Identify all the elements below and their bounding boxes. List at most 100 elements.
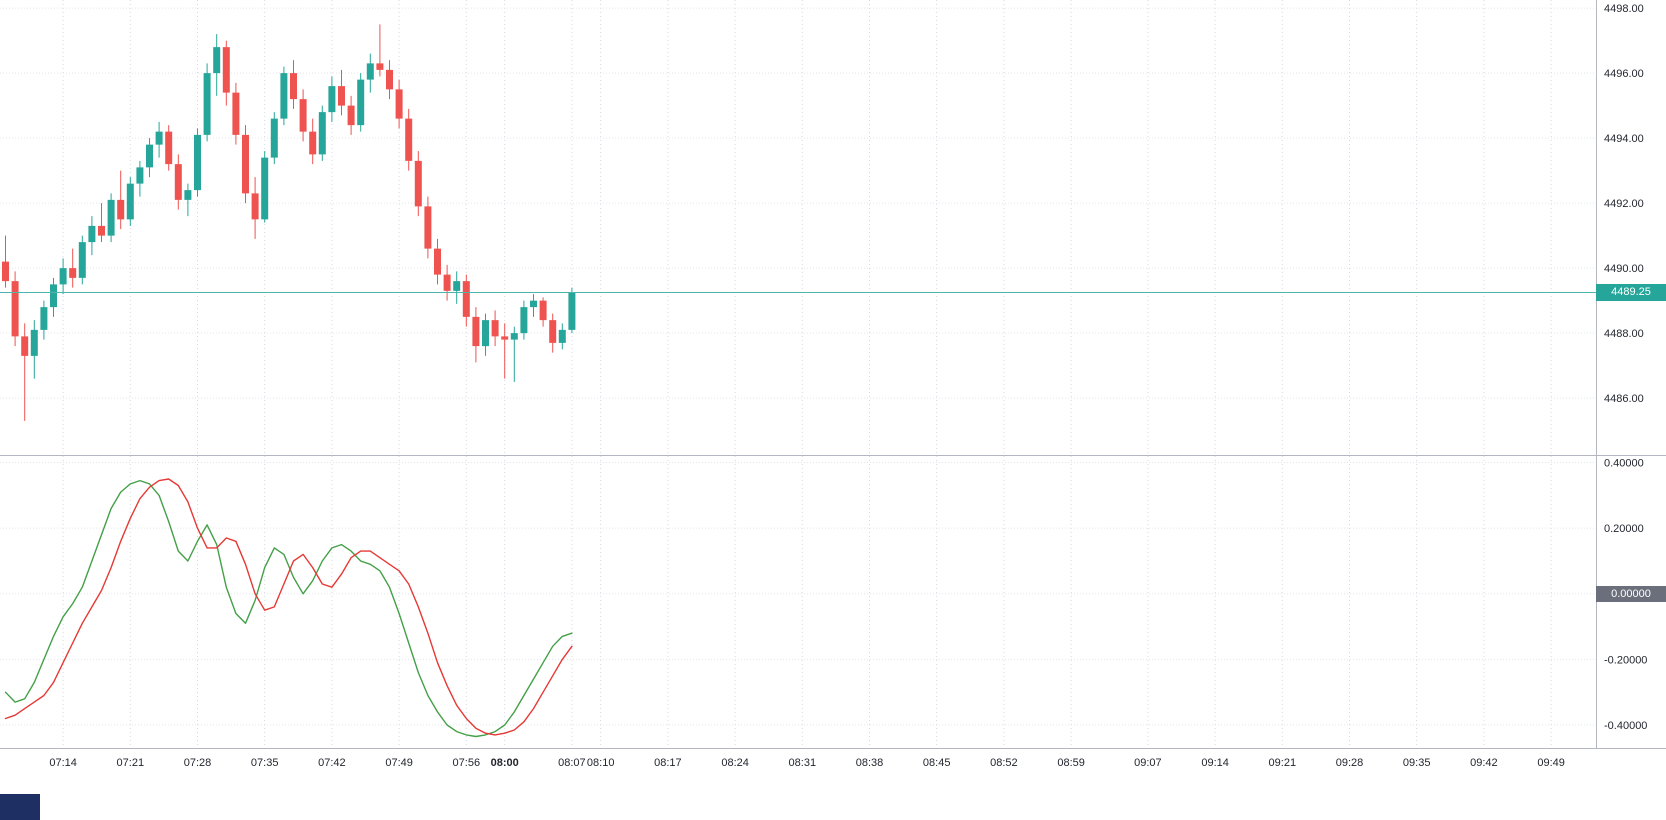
candle bbox=[251, 177, 259, 239]
oscillator-fast-line bbox=[4, 479, 573, 738]
candle bbox=[213, 34, 221, 96]
candle bbox=[338, 69, 345, 116]
candle-body bbox=[491, 320, 499, 337]
candle-body bbox=[347, 105, 355, 126]
time-axis-label[interactable]: 08:59 bbox=[1057, 757, 1085, 769]
candle bbox=[386, 60, 393, 100]
time-axis-label[interactable]: 07:42 bbox=[318, 757, 346, 769]
candle-body bbox=[462, 281, 470, 317]
candle-body bbox=[434, 248, 441, 275]
last-price-label[interactable]: 4489.25 bbox=[1596, 284, 1666, 301]
candle bbox=[78, 235, 86, 285]
candle-body bbox=[242, 134, 249, 194]
time-axis-label[interactable]: 09:35 bbox=[1403, 757, 1431, 769]
candle bbox=[232, 82, 240, 145]
time-axis-label[interactable]: 07:35 bbox=[251, 757, 279, 769]
time-axis-label[interactable]: 08:31 bbox=[789, 757, 817, 769]
candle-body bbox=[30, 329, 38, 356]
price-axis-label[interactable]: 4496.00 bbox=[1604, 68, 1644, 80]
indicator-axis-label[interactable]: -0.20000 bbox=[1604, 654, 1647, 666]
time-axis-label[interactable]: 08:10 bbox=[587, 757, 615, 769]
candle-body bbox=[290, 73, 297, 100]
candle-body bbox=[366, 63, 374, 80]
time-axis-label[interactable]: 08:38 bbox=[856, 757, 884, 769]
candle bbox=[510, 326, 518, 382]
candle-body bbox=[184, 190, 192, 200]
time-axis-label[interactable]: 08:17 bbox=[654, 757, 682, 769]
candle bbox=[366, 53, 374, 93]
price-axis-label[interactable]: 4494.00 bbox=[1604, 133, 1644, 145]
candle-body bbox=[338, 86, 345, 106]
candle bbox=[98, 203, 105, 243]
time-axis-label[interactable]: 09:14 bbox=[1201, 757, 1229, 769]
time-axis-label[interactable]: 08:07 bbox=[558, 757, 586, 769]
time-axis-label[interactable]: 07:21 bbox=[117, 757, 145, 769]
price-axis-label[interactable]: 4488.00 bbox=[1604, 328, 1644, 340]
candle bbox=[530, 294, 537, 317]
candle bbox=[328, 76, 336, 122]
price-axis-label[interactable]: 4486.00 bbox=[1604, 393, 1644, 405]
candle bbox=[242, 125, 249, 204]
candle bbox=[357, 73, 365, 132]
price-axis-label[interactable]: 4490.00 bbox=[1604, 263, 1644, 275]
candle bbox=[261, 151, 269, 223]
candle-body bbox=[213, 47, 221, 74]
axis-layer[interactable]: 07:14 07:21 07:28 07:35 07:42 07:49 07:56 08:00… bbox=[0, 0, 1666, 769]
time-axis-label[interactable]: 08:45 bbox=[923, 757, 951, 769]
candle-body bbox=[251, 193, 259, 220]
price-axis-label[interactable]: 4492.00 bbox=[1604, 198, 1644, 210]
candle bbox=[491, 310, 499, 347]
time-axis-label[interactable]: 09:42 bbox=[1470, 757, 1498, 769]
indicator-axis-label[interactable]: 0.40000 bbox=[1604, 458, 1644, 470]
time-axis-label[interactable]: 07:14 bbox=[49, 757, 77, 769]
candle bbox=[222, 40, 230, 106]
candle bbox=[69, 248, 77, 288]
candle bbox=[318, 105, 326, 161]
candle-body bbox=[136, 167, 144, 184]
candle bbox=[424, 196, 432, 259]
candle-body bbox=[568, 292, 576, 330]
candle bbox=[165, 125, 173, 171]
candle-body bbox=[424, 206, 432, 249]
oscillator-slow-line bbox=[4, 478, 573, 736]
time-axis-label[interactable]: 07:56 bbox=[453, 757, 481, 769]
candle bbox=[21, 323, 29, 421]
candle bbox=[549, 313, 557, 353]
indicator-axis-label[interactable]: -0.40000 bbox=[1604, 720, 1647, 732]
time-axis-label[interactable]: 08:00 bbox=[491, 757, 519, 769]
background-window-fragment[interactable] bbox=[0, 794, 40, 820]
candle bbox=[414, 151, 422, 217]
candle-body bbox=[482, 320, 489, 347]
candle bbox=[2, 235, 9, 288]
time-axis-label[interactable]: 07:28 bbox=[184, 757, 212, 769]
zero-level-label: 0.00000 bbox=[1596, 585, 1666, 602]
candle bbox=[107, 193, 115, 243]
candle-body bbox=[117, 199, 125, 220]
time-axis-label[interactable]: 08:52 bbox=[990, 757, 1018, 769]
candle bbox=[472, 307, 480, 363]
candle bbox=[174, 154, 182, 210]
candle bbox=[270, 112, 278, 165]
time-axis-label[interactable]: 09:07 bbox=[1134, 757, 1162, 769]
candles-layer bbox=[2, 24, 576, 421]
candle bbox=[11, 271, 19, 347]
candle bbox=[184, 183, 192, 217]
indicator-axis-label[interactable]: 0.20000 bbox=[1604, 523, 1644, 535]
time-axis-label[interactable]: 09:21 bbox=[1269, 757, 1297, 769]
candle-body bbox=[270, 118, 278, 158]
time-axis-label[interactable]: 09:28 bbox=[1336, 757, 1364, 769]
candle-body bbox=[59, 268, 67, 285]
candle-body bbox=[2, 261, 9, 282]
candle bbox=[501, 323, 509, 379]
time-axis-label[interactable]: 08:24 bbox=[721, 757, 749, 769]
candle-body bbox=[376, 63, 384, 70]
candle bbox=[280, 66, 288, 126]
candle-body bbox=[443, 274, 451, 291]
time-axis-label[interactable]: 09:49 bbox=[1537, 757, 1565, 769]
candle-body bbox=[88, 225, 96, 243]
candle-body bbox=[309, 131, 317, 155]
price-axis-label[interactable]: 4498.00 bbox=[1604, 3, 1644, 15]
candle-body bbox=[405, 118, 413, 161]
time-axis-label[interactable]: 07:49 bbox=[385, 757, 413, 769]
